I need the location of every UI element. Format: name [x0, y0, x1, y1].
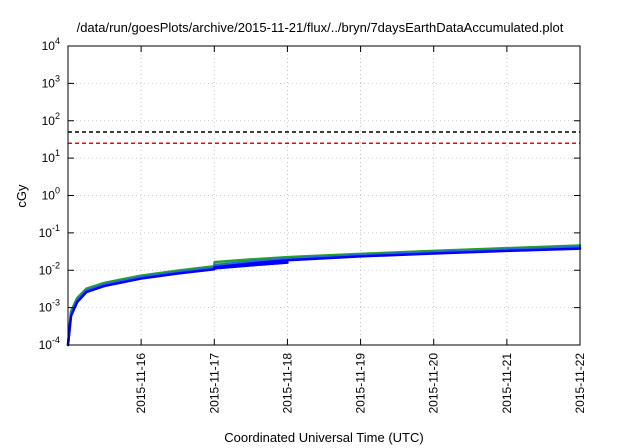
y-tick-label: 101 — [42, 148, 60, 165]
x-tick-label: 2015-11-18 — [280, 353, 294, 414]
y-tick-exponent: -3 — [52, 298, 60, 308]
y-tick-exponent: 4 — [55, 36, 60, 46]
series-line — [213, 261, 289, 270]
x-tick-label: 2015-11-21 — [500, 353, 514, 414]
x-tick-label: 2015-11-22 — [573, 353, 587, 414]
y-tick-label: 100 — [42, 186, 60, 203]
y-tick-base: 10 — [42, 189, 56, 203]
y-tick-exponent: 3 — [55, 73, 60, 83]
x-axis: 2015-11-16 2015-11-17 2015-11-18 2015-11-19… — [134, 46, 587, 414]
grid — [68, 46, 581, 345]
y-tick-base: 10 — [42, 114, 56, 128]
y-tick-base: 10 — [39, 226, 53, 240]
chart-title: /data/run/goesPlots/archive/2015-11-21/f… — [77, 20, 564, 35]
x-axis-label: Coordinated Universal Time (UTC) — [224, 430, 423, 445]
series-line — [66, 245, 582, 347]
y-tick-base: 10 — [42, 39, 56, 53]
threshold-lines — [68, 131, 580, 145]
y-tick-exponent: -4 — [52, 335, 60, 345]
x-tick-label: 2015-11-20 — [427, 353, 441, 414]
y-tick-label: 103 — [42, 73, 60, 90]
y-tick-base: 10 — [39, 338, 53, 352]
y-tick-exponent: -1 — [52, 223, 60, 233]
y-tick-label: 104 — [42, 36, 60, 53]
y-tick-label: 10-1 — [39, 223, 60, 240]
y-tick-label: 102 — [42, 111, 60, 128]
y-tick-base: 10 — [42, 151, 56, 165]
series-line — [66, 247, 582, 347]
y-tick-exponent: -2 — [52, 260, 60, 270]
y-tick-exponent: 0 — [55, 186, 60, 196]
series-group — [66, 244, 582, 347]
y-tick-label: 10-3 — [39, 298, 60, 315]
y-tick-label: 10-2 — [39, 260, 60, 277]
y-tick-exponent: 1 — [55, 148, 60, 158]
y-tick-base: 10 — [42, 76, 56, 90]
y-tick-exponent: 2 — [55, 111, 60, 121]
x-tick-label: 2015-11-19 — [354, 353, 368, 414]
y-tick-base: 10 — [39, 301, 53, 315]
y-tick-label: 10-4 — [39, 335, 60, 352]
y-axis-label: cGy — [14, 184, 29, 208]
y-tick-base: 10 — [39, 263, 53, 277]
x-tick-label: 2015-11-16 — [134, 353, 148, 414]
series-line — [66, 244, 582, 347]
x-tick-label: 2015-11-17 — [207, 353, 221, 414]
